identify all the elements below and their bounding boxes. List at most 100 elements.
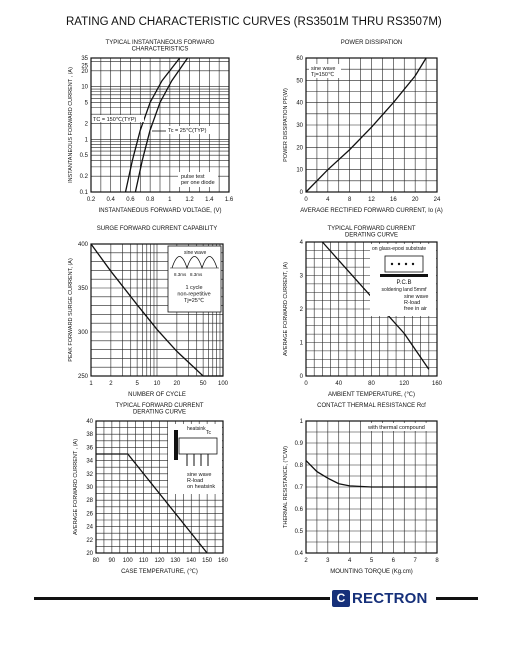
y-axis-label: AVERAGE FORWARD CURRENT , (A) [73, 439, 79, 535]
annotation: Tc = 25℃(TYP) [168, 127, 207, 134]
y-tick-label: 1 [300, 419, 304, 425]
x-tick-label: 80 [93, 558, 100, 564]
annotation-backdrop [168, 246, 221, 312]
footer-rule-right [436, 597, 478, 600]
x-tick-label: 1.2 [185, 197, 194, 203]
x-tick-label: 50 [200, 381, 207, 387]
annotation: on glass-epoxi substrate [372, 246, 426, 252]
x-axis-label: CASE TEMPERATURE, (℃) [121, 568, 198, 575]
y-axis-label: AVERAGE FORWARD CURRENT, (A) [283, 262, 289, 356]
annotation: pulse test per one diode [181, 174, 215, 186]
y-tick-label: 50 [296, 78, 303, 84]
pin-dot-icon [411, 262, 415, 266]
x-tick-label: 0 [304, 197, 308, 203]
series-line-2 [134, 57, 189, 193]
x-tick-label: 130 [170, 558, 181, 564]
y-tick-label: 350 [78, 286, 89, 292]
annotation: 8.3ms [174, 272, 187, 277]
pin-dot-icon [404, 262, 408, 266]
x-axis-label: AMBIENT TEMPERATURE, (℃) [328, 391, 415, 398]
brand-name: RECTRON [352, 589, 428, 607]
annotation-backdrop [365, 423, 435, 431]
x-tick-label: 24 [434, 197, 441, 203]
x-axis-label: AVERAGE RECTIFIED FORWARD CURRENT, Io (A… [300, 208, 443, 214]
plot-frame [90, 57, 230, 193]
x-tick-label: 4 [348, 558, 352, 564]
annotation-backdrop [92, 115, 144, 122]
plot-frame [305, 57, 438, 193]
x-tick-label: 160 [218, 558, 229, 564]
series-line-1 [124, 57, 181, 193]
x-tick-label: 8 [348, 197, 352, 203]
y-tick-label: 34 [86, 459, 93, 465]
y-tick-label: 36 [86, 445, 93, 451]
y-tick-label: 0.1 [80, 190, 89, 196]
y-tick-label: 28 [86, 498, 93, 504]
x-tick-label: 120 [154, 558, 165, 564]
annotation: TC = 150℃(TYP) [93, 116, 136, 123]
series-line-1 [96, 453, 208, 554]
x-tick-label: 10 [154, 381, 161, 387]
x-tick-label: 1.6 [225, 197, 234, 203]
annotation-backdrop [167, 126, 212, 134]
y-tick-label: 1 [300, 341, 304, 347]
annotation: soldering land 5mmf [381, 287, 427, 293]
annotation: heatsink [187, 426, 206, 432]
y-axis-label: THERMAL RESISTANCE, (℃/W) [282, 446, 289, 528]
sine-wave-icon [171, 256, 218, 270]
x-tick-label: 20 [174, 381, 181, 387]
pin-dot-icon [397, 262, 401, 266]
annotation: sine wave R-load free in air [404, 294, 428, 312]
annotation: Tc [206, 430, 212, 436]
y-tick-label: 0.5 [295, 529, 304, 535]
x-tick-label: 8 [435, 558, 439, 564]
y-axis-label: PEAK FORWARD SURGE CURRENT, (A) [68, 258, 74, 362]
y-tick-label: 10 [81, 85, 88, 91]
annotation: sine wave R-load on heatsink [187, 472, 215, 490]
annotation-backdrop [178, 172, 218, 187]
footer-rule-left [34, 597, 330, 600]
pin-dot-icon [390, 262, 394, 266]
y-tick-label: 32 [86, 472, 93, 478]
y-tick-label: 26 [86, 511, 93, 517]
y-tick-label: 25 [81, 64, 88, 70]
x-axis-label: MOUNTING TORQUE (Kg.cm) [330, 569, 412, 575]
y-tick-label: 10 [296, 168, 303, 174]
y-tick-label: 20 [81, 69, 88, 75]
annotation-backdrop [309, 64, 341, 78]
y-tick-label: 20 [86, 551, 93, 557]
y-tick-label: 30 [86, 485, 93, 491]
y-tick-label: 0 [300, 190, 304, 196]
y-tick-label: 0.6 [295, 507, 304, 513]
pcb-board-icon [380, 274, 428, 277]
x-tick-label: 4 [326, 197, 330, 203]
annotation: 1 cycle non-repetitive Tj=25℃ [177, 285, 210, 304]
y-tick-label: 30 [296, 123, 303, 129]
y-tick-label: 5 [85, 101, 89, 107]
x-tick-label: 1 [168, 197, 172, 203]
x-tick-label: 2 [304, 558, 308, 564]
series-line-1 [305, 57, 427, 193]
x-tick-label: 16 [390, 197, 397, 203]
y-tick-label: 0.4 [295, 551, 304, 557]
y-tick-label: 35 [81, 56, 88, 62]
x-tick-label: 140 [186, 558, 197, 564]
annotation: P.C.B [397, 280, 412, 286]
x-tick-label: 3 [326, 558, 330, 564]
chart-title: TYPICAL INSTANTANEOUS FORWARD CHARACTERIS… [106, 40, 216, 53]
y-tick-label: 2 [300, 307, 304, 313]
x-tick-label: 0.2 [87, 197, 96, 203]
y-tick-label: 250 [78, 374, 89, 380]
y-tick-label: 20 [296, 145, 303, 151]
y-tick-label: 300 [78, 330, 89, 336]
pcb-component-icon [384, 255, 424, 273]
y-tick-label: 0.8 [295, 463, 304, 469]
y-tick-label: 2 [85, 121, 89, 127]
chart-title: TYPICAL FORWARD CURRENT DERATING CURVE [115, 403, 203, 416]
y-tick-label: 0.5 [80, 153, 89, 159]
annotation: sine wave Tj=150℃ [311, 66, 335, 78]
x-axis-label: NUMBER OF CYCLE [128, 392, 186, 398]
plot-frame [305, 241, 438, 377]
